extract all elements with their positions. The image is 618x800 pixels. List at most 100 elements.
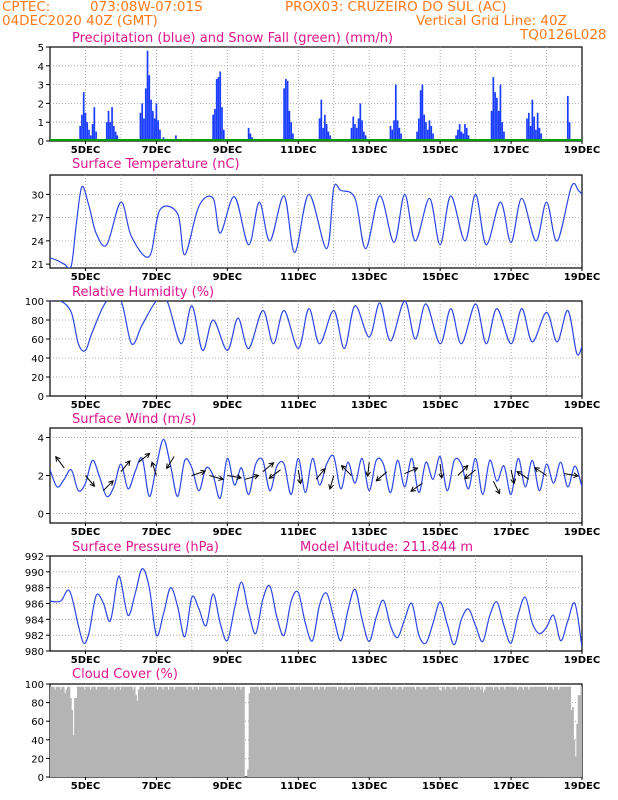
panel-title: Surface Pressure (hPa) [72, 540, 219, 555]
cloud-bar [416, 686, 418, 777]
x-tick-label: 15DEC [422, 527, 458, 538]
x-tick-label: 11DEC [280, 145, 316, 156]
y-tick-label: 3 [38, 81, 44, 92]
cloud-bar [128, 686, 130, 777]
cloud-bar [214, 686, 217, 777]
cloud-bar [427, 686, 430, 777]
precip-bar [107, 110, 110, 141]
header-source: CPTEC: [2, 0, 51, 15]
cloud-bar [442, 686, 445, 777]
wind-arrow-head [328, 483, 334, 490]
panel-title: Surface Wind (m/s) [72, 412, 196, 427]
cloud-bar [498, 689, 501, 777]
wind-arrow-head [150, 461, 156, 468]
cloud-bar [140, 686, 143, 777]
cloud-bar [194, 686, 197, 777]
cloud-bar [414, 689, 417, 777]
wind-arrow-head [253, 473, 260, 480]
cloud-bar [398, 686, 401, 777]
x-tick-label: 9DEC [213, 145, 242, 156]
cloud-bar [57, 686, 59, 777]
cloud-bar [132, 689, 135, 777]
cloud-bar [235, 686, 238, 777]
cloud-bar [400, 686, 403, 777]
wind-arrow-head [462, 464, 469, 471]
wind-arrow [516, 471, 530, 480]
cloud-bar [191, 689, 194, 777]
cloud-bar [271, 686, 274, 777]
x-tick-label: 15DEC [422, 145, 458, 156]
cloud-bar [328, 686, 330, 777]
cloud-bar [105, 686, 108, 777]
cloud-bar [410, 686, 413, 777]
wind-arrow-head [464, 473, 470, 480]
wind-arrow [191, 470, 206, 476]
y-tick-label: 21 [31, 260, 44, 271]
precip-bar [81, 114, 83, 141]
precip-bar [396, 120, 399, 141]
wind-arrow [166, 456, 175, 469]
cloud-bar [264, 689, 267, 777]
cloud-bar [102, 686, 105, 777]
cloud-bar [519, 686, 522, 777]
cloud-bar [119, 689, 122, 777]
cloud-bar [397, 686, 400, 777]
precip-bar [247, 127, 250, 141]
cloud-bar [211, 686, 214, 777]
cloud-bar [444, 689, 447, 777]
cloud-bar [294, 689, 296, 777]
wind-arrow-head [268, 462, 275, 468]
cloud-bar [55, 686, 58, 777]
header-coordinates: 073:08W-07:01S [90, 0, 203, 15]
cloud-bar [84, 689, 86, 777]
plot-frame [49, 427, 583, 524]
cloud-bar [421, 686, 424, 777]
cloud-bar [106, 686, 109, 777]
wind-arrow [329, 475, 335, 490]
cloud-bar [145, 686, 147, 777]
cloud-bar [223, 686, 225, 777]
panel-title: Cloud Cover (%) [72, 667, 178, 682]
cloud-bar [560, 686, 563, 777]
precip-bar [217, 77, 220, 141]
y-tick-label: 980 [25, 647, 44, 658]
cloud-bar [546, 689, 549, 777]
cloud-bar [68, 686, 71, 777]
precip-bar [462, 133, 465, 141]
precip-bar [398, 127, 401, 141]
cloud-bar [352, 686, 354, 777]
cloud-bar [428, 686, 431, 777]
wind-arrow [564, 473, 579, 477]
cloud-bar [420, 689, 423, 777]
wind-arrow-head [89, 481, 96, 488]
precip-bar [146, 50, 149, 141]
cloud-bar [72, 735, 75, 777]
cloud-bar [75, 697, 78, 777]
cloud-bar [305, 686, 308, 777]
y-tick-label: 20 [31, 754, 44, 765]
cloud-bar [576, 723, 579, 777]
precip-bar [91, 124, 94, 141]
cloud-bar [381, 686, 384, 777]
cloud-bar [479, 689, 482, 777]
cloud-bar [528, 689, 530, 777]
cloud-bar [374, 686, 377, 777]
cloud-bar [95, 689, 98, 777]
cloud-bar [198, 686, 201, 777]
wind-arrow [534, 467, 547, 476]
cloud-bar [425, 689, 428, 777]
cloud-bar [387, 686, 390, 777]
x-tick-label: 17DEC [493, 272, 529, 283]
cloud-bar [536, 686, 539, 777]
cloud-bar [481, 686, 484, 777]
cloud-bar [166, 686, 169, 777]
cloud-bar [330, 686, 333, 777]
cloud-bar [564, 686, 567, 777]
cloud-bar [320, 686, 323, 777]
x-tick-label: 13DEC [351, 400, 387, 411]
precip-bar [86, 122, 89, 141]
cloud-bar [389, 686, 391, 777]
x-tick-label: 5DEC [71, 781, 100, 792]
panel-title: Precipitation (blue) and Snow Fall (gree… [72, 31, 393, 46]
cloud-bar [208, 686, 211, 777]
